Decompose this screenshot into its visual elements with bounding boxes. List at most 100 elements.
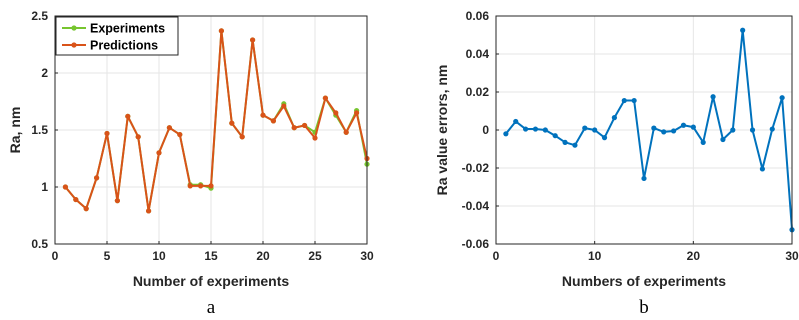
series-line	[64, 29, 368, 212]
y-tick-label: 2	[41, 66, 48, 80]
data-point	[651, 125, 657, 131]
y-tick-label: 0.06	[466, 9, 490, 23]
y-tick-label: 0.04	[466, 47, 490, 61]
legend-label: Experiments	[90, 22, 165, 36]
data-point	[94, 175, 100, 181]
data-point	[749, 127, 756, 133]
legend-label: Predictions	[90, 39, 158, 53]
data-point	[779, 95, 785, 101]
data-point	[177, 131, 183, 138]
data-point	[114, 198, 120, 204]
chart-a-panel-label: a	[207, 297, 216, 318]
x-tick-label: 0	[52, 249, 59, 263]
chart-a-legend: Experiments Predictions	[55, 16, 179, 56]
data-point	[503, 131, 509, 137]
data-point	[73, 196, 79, 203]
y-tick-label: 1.5	[31, 123, 48, 137]
data-point	[281, 103, 287, 109]
data-point	[720, 136, 726, 143]
data-point	[671, 128, 677, 134]
series-errors	[503, 27, 795, 233]
data-point	[740, 27, 746, 33]
legend-item-predictions: Predictions	[62, 39, 158, 53]
data-point	[62, 184, 68, 190]
chart-b-series	[503, 27, 795, 233]
data-point	[552, 133, 558, 139]
data-point	[229, 120, 235, 126]
data-point	[135, 134, 141, 140]
chart-b-y-ticks: -0.06 -0.04 -0.02 0 0.02 0.04 0.06	[462, 9, 499, 251]
chart-b-frame	[495, 15, 793, 245]
y-tick-label: 2.5	[31, 9, 48, 23]
data-point	[104, 130, 110, 137]
data-point	[769, 126, 775, 132]
data-point	[250, 37, 256, 43]
data-point	[239, 134, 245, 140]
x-tick-label: 10	[152, 249, 166, 263]
data-point	[302, 122, 308, 129]
x-tick-label: 30	[785, 249, 799, 263]
data-point	[710, 94, 716, 100]
data-point	[532, 126, 539, 132]
x-tick-label: 20	[687, 249, 701, 263]
x-tick-label: 5	[104, 249, 111, 263]
x-tick-label: 20	[256, 249, 270, 263]
y-tick-label: 0.5	[31, 237, 48, 251]
chart-a: 0 5 10 15 20 25 30 0.5 1 1.5 2 2.5 Number of exper…	[7, 9, 374, 318]
chart-b-x-ticks: 0 10 20 30	[493, 241, 799, 263]
chart-a-y-ticks: 0.5 1 1.5 2 2.5	[31, 9, 58, 251]
data-point	[621, 97, 627, 104]
data-point	[354, 110, 360, 116]
y-tick-label: -0.02	[462, 161, 490, 175]
chart-b-x-axis-label: Numbers of experiments	[562, 273, 726, 289]
data-point	[333, 110, 339, 116]
data-point	[562, 139, 568, 145]
data-point	[730, 127, 736, 133]
legend-marker	[71, 42, 77, 48]
chart-b: 0 10 20 30 -0.06 -0.04 -0.02 0 0.02 0.04 0.06 Num…	[434, 9, 799, 318]
chart-a-y-axis-label: Ra, nm	[7, 107, 23, 154]
data-point	[592, 127, 598, 133]
chart-a-series	[62, 28, 370, 214]
chart-b-panel-label: b	[639, 297, 649, 318]
data-point	[187, 183, 193, 189]
x-tick-label: 0	[493, 249, 500, 263]
data-point	[641, 175, 647, 182]
x-tick-label: 15	[204, 249, 218, 263]
data-point	[759, 166, 766, 172]
series-predictions	[62, 28, 370, 214]
data-point	[542, 127, 548, 133]
chart-a-x-axis-label: Number of experiments	[133, 273, 290, 289]
data-point	[601, 135, 608, 141]
data-point	[661, 129, 667, 135]
data-point	[260, 112, 266, 118]
y-tick-label: 1	[41, 180, 48, 194]
data-point	[312, 135, 318, 141]
data-point	[270, 118, 276, 124]
legend-marker	[71, 25, 77, 31]
legend-box	[55, 16, 179, 56]
y-tick-label: -0.04	[462, 199, 490, 213]
data-point	[343, 129, 349, 135]
data-point	[631, 97, 637, 104]
data-point	[218, 28, 224, 34]
y-tick-label: -0.06	[462, 237, 490, 251]
data-point	[700, 139, 706, 145]
data-point	[690, 124, 696, 130]
data-point	[156, 150, 162, 156]
chart-a-x-ticks: 0 5 10 15 20 25 30	[52, 241, 374, 263]
data-point	[513, 118, 519, 125]
x-tick-label: 30	[360, 249, 374, 263]
data-point	[166, 125, 172, 131]
data-point	[680, 122, 687, 128]
legend-item-experiments: Experiments	[62, 22, 165, 36]
data-point	[572, 142, 578, 148]
data-point	[291, 125, 297, 131]
data-point	[322, 95, 328, 101]
data-point	[582, 125, 588, 131]
y-tick-label: 0.02	[466, 85, 490, 99]
data-point	[125, 113, 131, 119]
y-tick-label: 0	[482, 123, 489, 137]
data-point	[611, 115, 618, 121]
